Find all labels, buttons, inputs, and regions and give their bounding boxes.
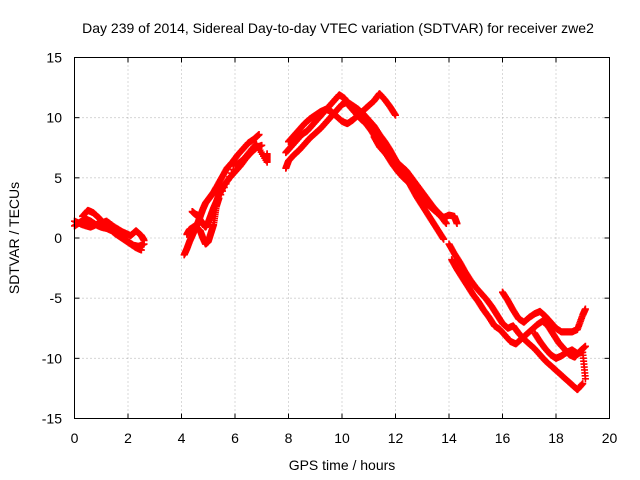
data-point-marker	[222, 180, 230, 188]
x-tick-label: 20	[602, 430, 618, 446]
x-tick-label: 8	[285, 430, 293, 446]
data-point-marker	[581, 305, 589, 313]
x-tick-label: 14	[441, 430, 457, 446]
data-point-marker	[215, 194, 223, 202]
data-point-marker	[579, 380, 587, 388]
data-point-marker	[263, 150, 271, 158]
y-tick-label: -5	[50, 290, 63, 306]
x-tick-label: 0	[71, 430, 79, 446]
data-point-marker	[442, 220, 450, 228]
x-tick-label: 12	[388, 430, 404, 446]
x-tick-label: 6	[231, 430, 239, 446]
y-tick-label: -10	[42, 350, 62, 366]
chart-title: Day 239 of 2014, Sidereal Day-to-day VTE…	[82, 20, 594, 36]
data-point-marker	[255, 131, 263, 139]
data-point-marker	[140, 236, 148, 244]
data-point-marker	[227, 169, 235, 177]
x-tick-label: 18	[548, 430, 564, 446]
data-point-marker	[440, 235, 448, 243]
data-point-marker	[224, 176, 232, 184]
data-point-marker	[220, 183, 228, 191]
y-tick-label: 5	[54, 170, 62, 186]
axis-ticks: 0 2 4 6 8 10 12 14 16 18 20 15 10 5 0 -5 -10 -15	[42, 50, 618, 447]
x-tick-label: 10	[334, 430, 350, 446]
y-tick-label: 10	[46, 110, 62, 126]
data-point-marker	[219, 187, 227, 195]
data-point-marker	[453, 220, 461, 228]
data-point-marker	[217, 191, 225, 199]
x-tick-label: 2	[124, 430, 132, 446]
x-tick-label: 4	[178, 430, 186, 446]
data-point-marker	[581, 375, 589, 383]
y-axis-label: SDTVAR / TECUs	[6, 182, 22, 294]
data-point-marker	[392, 111, 399, 119]
y-tick-label: -15	[42, 411, 62, 427]
x-axis-label: GPS time / hours	[289, 457, 396, 473]
data-points	[71, 90, 589, 394]
data-point-marker	[229, 165, 237, 173]
data-point-marker	[226, 173, 234, 181]
data-point-marker	[581, 342, 589, 350]
y-tick-label: 15	[46, 50, 62, 66]
data-point-marker	[137, 246, 145, 254]
grid-lines	[74, 57, 610, 419]
x-tick-label: 16	[495, 430, 511, 446]
y-tick-label: 0	[54, 230, 62, 246]
